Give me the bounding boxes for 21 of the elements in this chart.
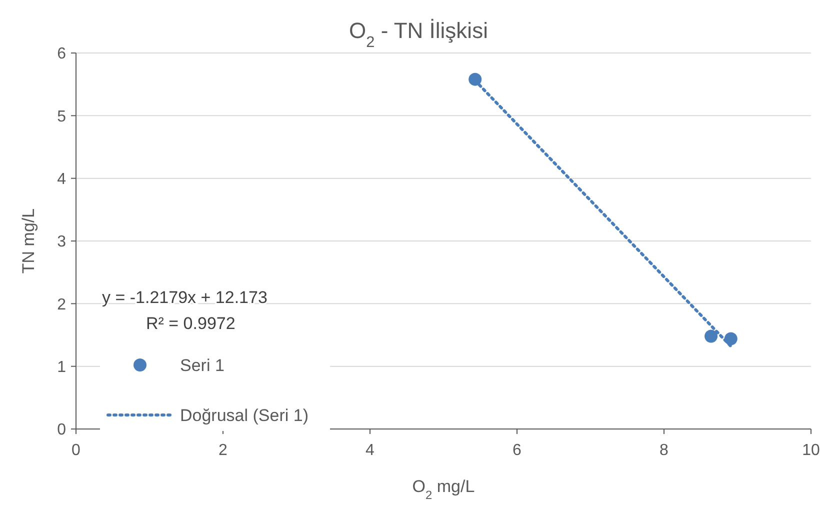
annotation: y = -1.2179x + 12.173 (102, 288, 268, 307)
legend-label: Doğrusal (Seri 1) (180, 406, 308, 425)
y-tick-label: 3 (57, 234, 66, 251)
y-tick-label: 5 (57, 108, 66, 126)
x-tick-label: 4 (366, 442, 375, 459)
chart-title: O$_{2}$ - TN İlişkisi (349, 18, 488, 50)
y-tick-label: 0 (57, 422, 66, 439)
x-tick-label: 0 (72, 442, 81, 459)
y-tick-label: 4 (57, 170, 66, 188)
y-tick-label: 1 (57, 358, 66, 376)
annotation: R² = 0.9972 (146, 314, 236, 333)
x-tick-label: 6 (512, 442, 522, 459)
y-axis-title: TN mg/L (19, 208, 38, 274)
x-axis-title: O$_{2}$ mg/L (412, 477, 475, 502)
x-tick-label: 10 (802, 442, 820, 459)
point (704, 330, 718, 343)
y-tick-label: 2 (57, 296, 66, 314)
y-tick-label: 6 (57, 46, 66, 63)
legend-label: Seri 1 (180, 356, 224, 375)
x-tick-label: 8 (660, 442, 669, 459)
x-tick-label: 2 (218, 442, 228, 459)
